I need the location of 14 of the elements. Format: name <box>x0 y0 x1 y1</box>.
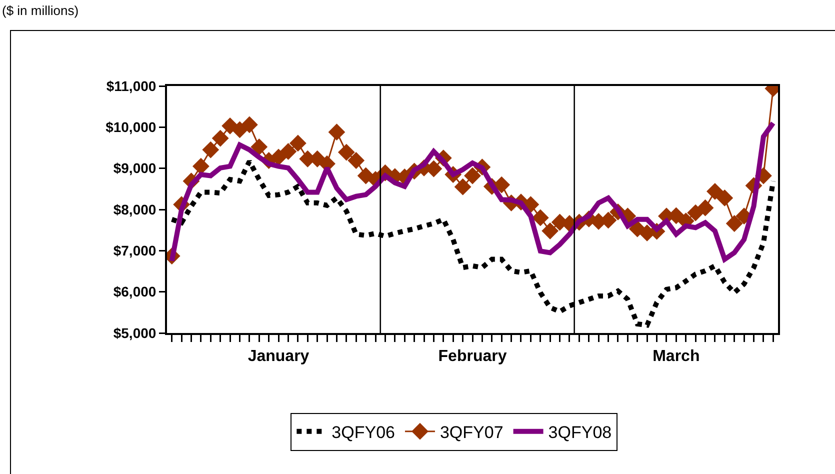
x-tick-label: March <box>652 348 700 366</box>
x-tick-label: February <box>438 348 507 366</box>
y-tick-label: $7,000 <box>113 242 156 259</box>
y-tick-label: $8,000 <box>113 201 156 218</box>
y-tick-label: $5,000 <box>113 324 156 341</box>
legend-label: 3QFY06 <box>332 422 395 442</box>
legend-label: 3QFY08 <box>548 422 612 442</box>
text: ($ in millions) <box>2 3 79 18</box>
y-tick-label: $11,000 <box>106 78 156 94</box>
y-tick-label: $9,000 <box>113 160 156 176</box>
x-tick-label: January <box>248 348 310 366</box>
y-tick-label: $10,000 <box>106 119 156 136</box>
legend-label: 3QFY07 <box>440 422 504 442</box>
y-tick-label: $6,000 <box>113 284 156 300</box>
